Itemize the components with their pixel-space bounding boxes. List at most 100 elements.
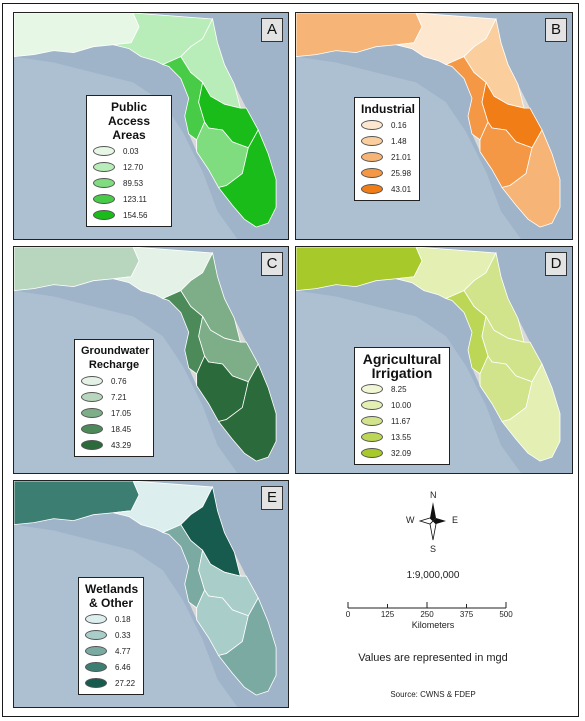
legend-row: 8.25 [361, 382, 443, 396]
legend-swatch [361, 168, 383, 178]
district-region [217, 129, 277, 228]
legend-value: 43.29 [111, 440, 132, 450]
district-region [217, 363, 277, 462]
legend-swatch [85, 646, 107, 656]
panel-letter-badge: C [261, 252, 283, 276]
legend-value: 10.00 [391, 400, 412, 410]
legend-row: 6.46 [85, 660, 137, 674]
legend-row: 123.11 [93, 192, 165, 206]
legend-swatch [93, 210, 115, 220]
legend-row: 11.67 [361, 414, 443, 428]
legend-row: 10.00 [361, 398, 443, 412]
legend-title: Industrial [361, 102, 416, 116]
legend-value: 4.77 [115, 646, 131, 656]
legend-value: 25.98 [391, 168, 412, 178]
panel-letter-badge: E [261, 486, 283, 510]
legend-value: 8.25 [391, 384, 407, 394]
legend-row: 25.98 [361, 166, 413, 180]
legend-swatch [81, 440, 103, 450]
legend-value: 17.05 [111, 408, 132, 418]
legend-swatch [93, 146, 115, 156]
legend-row: 0.33 [85, 628, 137, 642]
map-legend: Wetlands & Other 0.18 0.33 4.77 6.46 27.22 [78, 577, 144, 695]
legend-row: 32.09 [361, 446, 443, 460]
legend-swatch [93, 194, 115, 204]
florida-map [14, 481, 288, 707]
legend-swatch [81, 376, 103, 386]
map-legend: Groundwater Recharge 0.76 7.21 17.05 18.45 43.… [74, 339, 154, 457]
legend-row: 43.01 [361, 182, 413, 196]
map-panel-e: E Wetlands & Other 0.18 0.33 4.77 6.46 27.22 [13, 480, 289, 708]
north-arrow-icon: N S W E [406, 490, 458, 554]
legend-row: 89.53 [93, 176, 165, 190]
compass-east-label: E [452, 515, 459, 525]
scale-ratio: 1:9,000,000 [406, 570, 460, 581]
legend-value: 43.01 [391, 184, 412, 194]
legend-swatch [361, 384, 383, 394]
legend-swatch [81, 424, 103, 434]
map-legend: Industrial 0.16 1.48 21.01 25.98 43.01 [354, 97, 420, 201]
legend-value: 0.16 [391, 120, 407, 130]
legend-value: 18.45 [111, 424, 132, 434]
legend-swatch [361, 152, 383, 162]
legend-value: 123.11 [123, 194, 147, 204]
legend-row: 0.16 [361, 118, 413, 132]
legend-title: & Other [88, 596, 133, 610]
legend-row: 0.76 [81, 374, 147, 388]
legend-value: 13.55 [391, 432, 412, 442]
legend-value: 89.53 [123, 178, 144, 188]
legend-title: Wetlands [85, 582, 139, 596]
legend-row: 154.56 [93, 208, 165, 222]
legend-swatch [361, 184, 383, 194]
legend-swatch [93, 178, 115, 188]
legend-swatch [361, 432, 383, 442]
district-region [501, 129, 561, 228]
legend-row: 0.18 [85, 612, 137, 626]
legend-row: 18.45 [81, 422, 147, 436]
legend-row: 7.21 [81, 390, 147, 404]
units-note: Values are represented in mgd [358, 652, 508, 664]
legend-value: 32.09 [391, 448, 412, 458]
legend-swatch [361, 400, 383, 410]
legend-value: 0.33 [115, 630, 131, 640]
legend-value: 154.56 [123, 210, 148, 220]
legend-swatch [85, 630, 107, 640]
map-info-area: N S W E 1:9,000,000 0 125 250 375 500 Ki… [294, 480, 572, 710]
legend-row: 21.01 [361, 150, 413, 164]
map-panel-b: B Industrial 0.16 1.48 21.01 25.98 43.01 [295, 12, 573, 240]
legend-title: Access Areas [107, 114, 151, 142]
source-credit: Source: CWNS & FDEP [390, 690, 476, 699]
scale-bar [347, 602, 507, 609]
legend-value: 0.76 [111, 376, 127, 386]
legend-title: Groundwater [81, 345, 150, 357]
legend-row: 27.22 [85, 676, 137, 690]
scale-tick-label: 125 [380, 610, 395, 619]
legend-swatch [361, 416, 383, 426]
legend-swatch [93, 162, 115, 172]
scale-unit: Kilometers [411, 620, 455, 630]
legend-value: 11.67 [391, 416, 411, 426]
legend-title: Agricultural [362, 351, 442, 367]
legend-row: 4.77 [85, 644, 137, 658]
compass-north-label: N [430, 490, 437, 500]
legend-swatch [85, 662, 107, 672]
legend-row: 0.03 [93, 144, 165, 158]
legend-title: Recharge [88, 359, 140, 371]
legend-swatch [81, 392, 103, 402]
scale-tick-label: 0 [345, 610, 351, 619]
compass-south-label: S [430, 544, 437, 554]
legend-value: 27.22 [115, 678, 136, 688]
legend-swatch [361, 120, 383, 130]
legend-value: 7.21 [111, 392, 127, 402]
legend-value: 21.01 [391, 152, 412, 162]
panel-letter-badge: B [545, 18, 567, 42]
map-panel-c: C Groundwater Recharge 0.76 7.21 17.05 18.45 43… [13, 246, 289, 474]
legend-value: 1.48 [391, 136, 407, 146]
scale-tick-label: 375 [459, 610, 474, 619]
legend-swatch [361, 448, 383, 458]
legend-title: Public [110, 100, 147, 114]
legend-value: 6.46 [115, 662, 131, 672]
scale-tick-label: 500 [499, 610, 513, 619]
legend-row: 17.05 [81, 406, 147, 420]
map-panel-d: D Agricultural Irrigation 8.25 10.00 11.67 13.… [295, 246, 573, 474]
